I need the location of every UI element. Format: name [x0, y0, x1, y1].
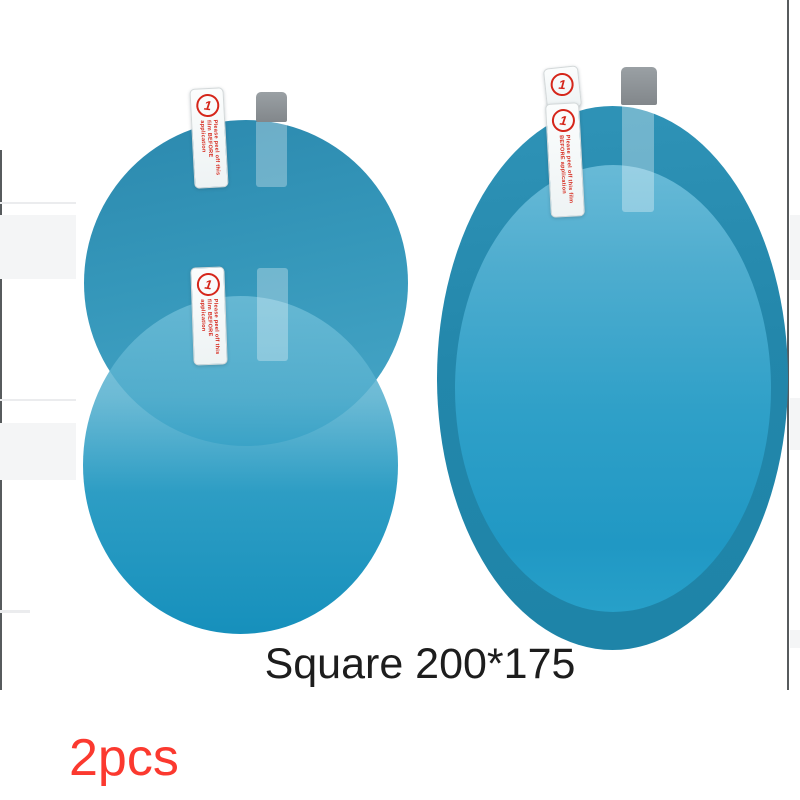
left-edge-line — [0, 150, 2, 690]
background-band — [0, 215, 76, 279]
step-one-badge-icon: 1 — [194, 271, 221, 298]
square-film-face — [455, 165, 771, 612]
step-one-badge-icon: 1 — [194, 92, 221, 119]
background-band — [0, 423, 76, 480]
background-hairline — [0, 610, 30, 613]
round-film-front — [83, 296, 398, 634]
peel-tab-clear — [257, 268, 288, 361]
background-band — [790, 398, 800, 450]
peel-tab — [256, 92, 287, 187]
right-edge-line — [787, 0, 789, 690]
peel-tab — [621, 67, 657, 105]
peel-tab-clear — [622, 105, 654, 212]
sticker-instruction-text: Please peel off this film BEFORE applica… — [557, 134, 574, 204]
sticker-instruction-text: Please peel off this film BEFORE applica… — [198, 119, 221, 176]
step-one-badge-icon: 1 — [549, 72, 575, 97]
peel-tab-clear — [256, 122, 287, 187]
background-hairline — [0, 399, 76, 401]
peel-tab-gray — [256, 92, 287, 122]
instruction-sticker: 1 Please peel off this film BEFORE appli… — [190, 266, 228, 366]
step-one-badge-icon: 1 — [550, 107, 576, 134]
background-band — [790, 630, 800, 648]
peel-tab — [622, 105, 654, 212]
size-caption: Square 200*175 — [264, 640, 576, 688]
quantity-label: 2pcs — [69, 729, 179, 787]
peel-tab-gray — [621, 67, 657, 105]
peel-tab — [257, 268, 288, 361]
background-hairline — [0, 202, 76, 204]
instruction-sticker: 1 Please peel off this film BEFORE appli… — [545, 102, 585, 218]
instruction-sticker: 1 Please peel off this film BEFORE appli… — [189, 87, 229, 189]
background-band — [790, 215, 800, 280]
sticker-instruction-text: Please peel off this film BEFORE applica… — [199, 298, 221, 355]
